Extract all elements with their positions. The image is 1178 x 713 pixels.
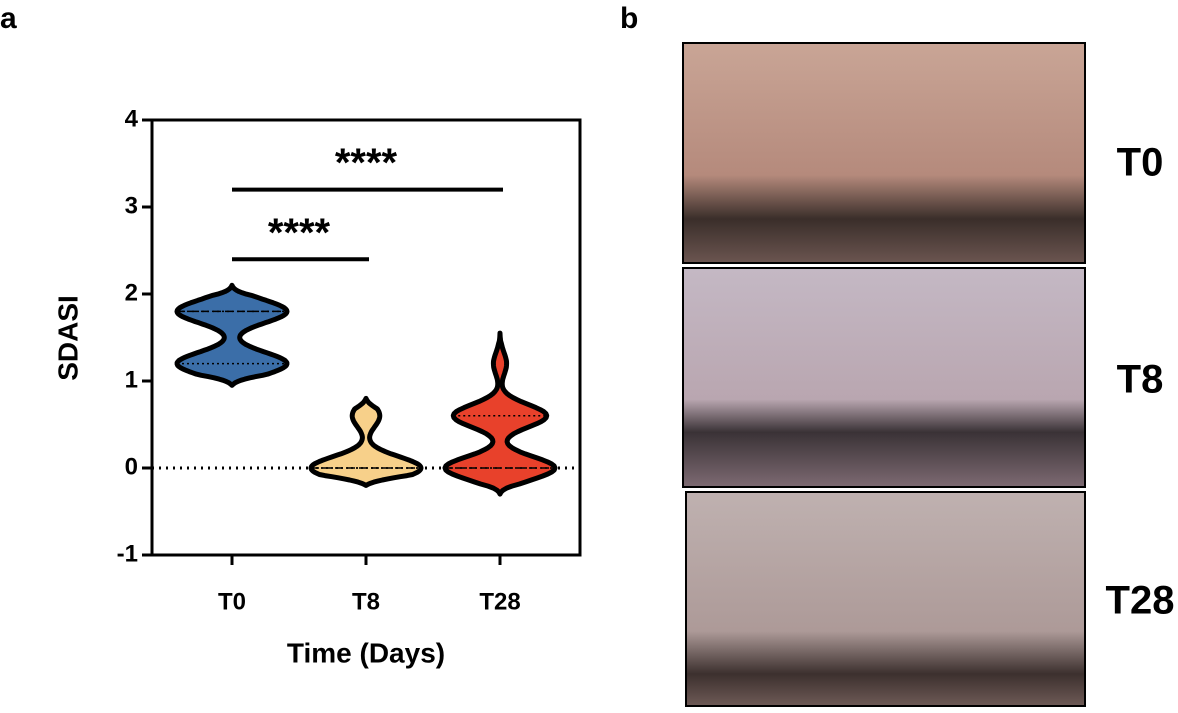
- panel-label: a: [0, 2, 17, 35]
- y-tick-label: 1: [125, 366, 138, 393]
- photo-label: T28: [1106, 579, 1175, 623]
- y-tick-label: 4: [125, 105, 139, 132]
- photo-label: T0: [1117, 141, 1164, 185]
- y-tick-label: 2: [125, 279, 138, 306]
- panel-label: b: [620, 2, 638, 35]
- x-tick-label: T28: [479, 588, 520, 615]
- y-tick-label: 0: [125, 453, 138, 480]
- y-tick-label: -1: [117, 540, 138, 567]
- y-tick-label: 3: [125, 192, 138, 219]
- y-axis-label: SDASI: [52, 295, 83, 381]
- significance-label: ****: [268, 211, 331, 255]
- photo: [685, 491, 1086, 707]
- x-tick-label: T0: [218, 588, 246, 615]
- photo: [682, 42, 1086, 264]
- significance-label: ****: [335, 141, 398, 185]
- violin: [442, 330, 558, 497]
- violin: [174, 282, 290, 388]
- x-axis-label: Time (Days): [287, 637, 445, 668]
- plot-frame: [150, 118, 582, 557]
- photo: [682, 267, 1086, 488]
- violin: [308, 395, 424, 488]
- x-tick-label: T8: [352, 588, 380, 615]
- photo-label: T8: [1117, 358, 1164, 402]
